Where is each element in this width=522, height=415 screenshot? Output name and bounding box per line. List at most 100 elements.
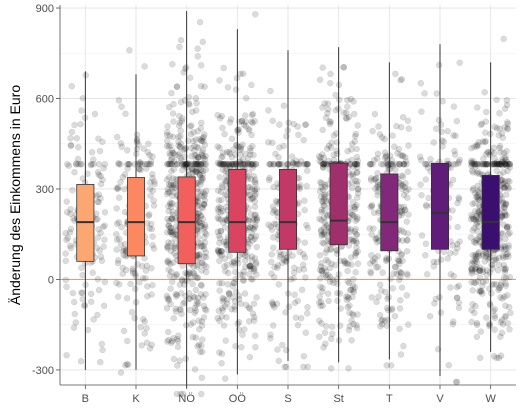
data-point [398,251,406,258]
data-point [199,134,206,142]
data-point [319,64,326,71]
data-point [246,160,254,168]
data-point [251,118,258,125]
data-point [252,211,259,218]
data-point [319,198,326,206]
data-point [368,251,375,259]
data-point [439,98,446,105]
data-point [495,254,503,261]
data-point [172,305,179,313]
data-point [244,161,252,168]
data-point [347,172,355,179]
data-point [347,226,355,233]
data-point [193,168,200,175]
data-point [504,120,512,128]
data-point [97,229,104,237]
data-point [239,331,246,338]
data-point [422,252,429,259]
data-point [343,115,351,122]
data-point [79,95,87,102]
data-point [215,307,223,314]
data-point [236,160,243,168]
data-point [397,76,404,84]
data-point [505,242,512,249]
data-point [101,222,108,229]
data-point [302,329,310,336]
data-point [251,198,259,205]
data-point [198,137,205,144]
data-point [321,228,328,236]
data-point [192,156,200,164]
data-point [266,174,273,182]
data-point [502,312,509,320]
data-point [222,167,229,175]
data-point [224,161,231,168]
data-point [95,191,103,198]
data-point [198,203,206,211]
x-tick-label: S [284,393,291,405]
data-point [214,159,222,167]
data-point [226,150,234,158]
data-point [137,166,144,174]
data-point [131,160,139,168]
data-point [164,258,171,266]
data-point [124,337,131,345]
data-point [349,172,357,180]
data-point [296,160,303,168]
data-point [113,246,120,253]
data-point [224,300,231,308]
data-point [228,153,236,161]
data-point [164,188,172,196]
data-point [320,196,328,203]
data-point [278,259,286,267]
data-point [275,281,283,288]
data-point [165,217,173,225]
data-point [400,191,408,199]
data-point [250,265,257,272]
data-point [114,293,122,300]
x-tick-label: V [436,393,444,405]
data-point [383,304,391,312]
data-point [347,286,354,294]
data-point [148,291,155,298]
data-point [87,290,95,298]
data-point [246,191,253,199]
data-point [334,250,341,258]
data-point [349,286,357,294]
data-point [187,274,195,282]
data-point [273,300,281,307]
data-point [181,146,188,153]
data-point [239,70,247,77]
data-point [371,255,379,262]
data-point [393,122,400,130]
data-point [64,234,72,242]
data-point [178,289,185,297]
data-point [239,271,247,279]
data-point [164,185,172,193]
data-point [379,269,386,276]
data-point [251,267,258,275]
data-point [163,142,171,150]
data-point [404,194,411,202]
data-point [267,335,274,342]
data-point [368,231,375,238]
data-point [193,152,200,159]
data-point [167,285,174,292]
data-point [229,262,237,269]
data-point [382,257,390,265]
data-point [269,301,277,309]
data-point [353,231,360,238]
data-point [231,298,239,305]
data-point [201,221,209,229]
data-point [193,160,200,168]
data-point [180,390,187,398]
data-point [252,11,259,18]
data-point [98,257,106,264]
data-point [267,223,274,230]
data-point [171,244,179,252]
data-point [336,96,343,104]
data-point [113,220,121,227]
data-point [316,215,323,223]
data-point [171,273,178,281]
data-point [479,266,486,273]
